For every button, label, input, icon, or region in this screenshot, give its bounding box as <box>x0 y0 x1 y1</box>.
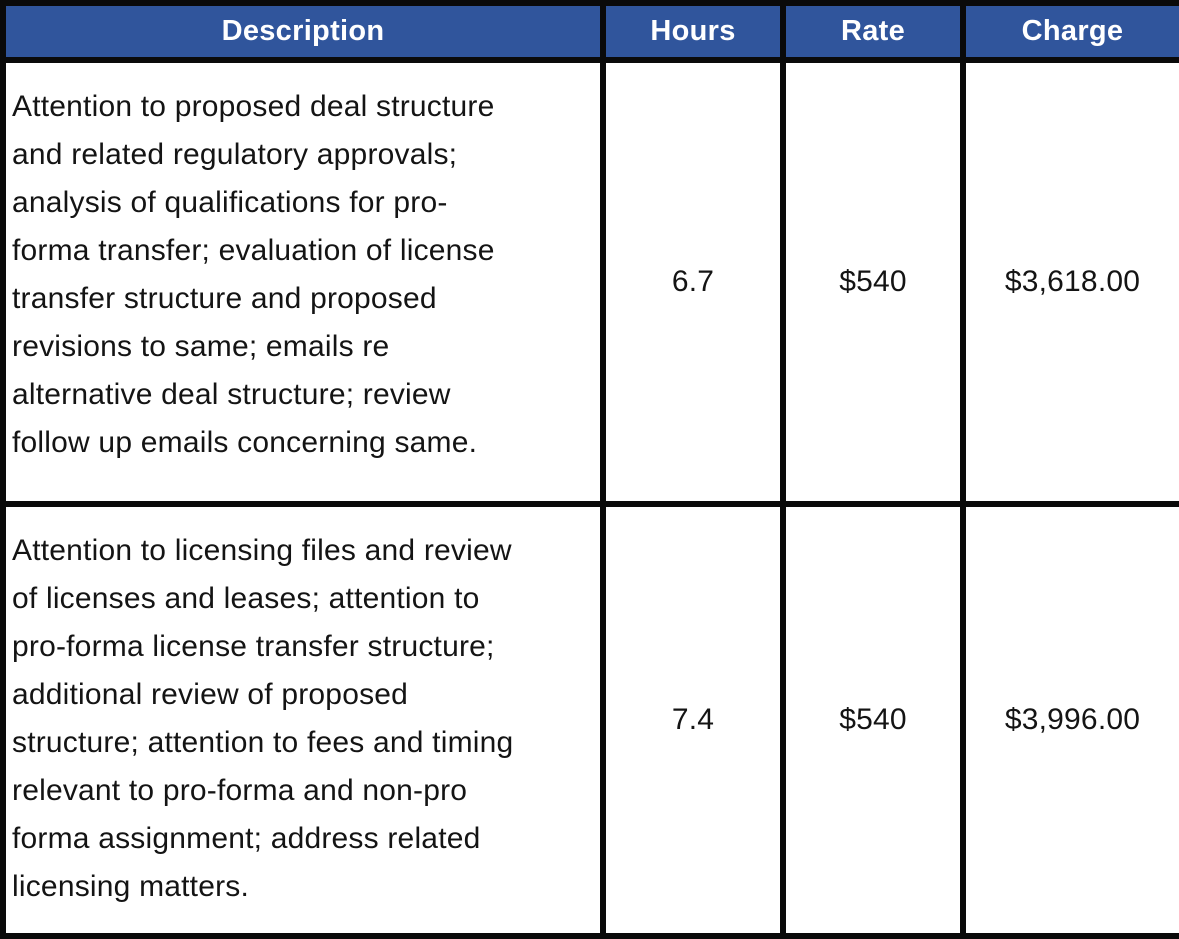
column-header-description: Description <box>0 0 606 63</box>
hours-cell: 6.7 <box>600 56 786 508</box>
charge-cell: $3,618.00 <box>960 56 1179 508</box>
description-line: relevant to pro-forma and non-pro <box>12 774 468 808</box>
description-line: and related regulatory approvals; <box>12 138 458 171</box>
column-header-rate: Rate <box>780 0 966 63</box>
description-line: of licenses and leases; attention to <box>12 582 480 616</box>
table-row: Attention to licensing files and review … <box>0 501 1179 939</box>
description-line: transfer structure and proposed <box>12 282 437 315</box>
description-line: alternative deal structure; review <box>12 378 451 411</box>
description-line: revisions to same; emails re <box>12 330 390 363</box>
description-line: forma transfer; evaluation of license <box>12 234 495 267</box>
column-header-charge: Charge <box>960 0 1179 63</box>
column-header-hours: Hours <box>600 0 786 63</box>
header-row: Description Hours Rate Charge <box>0 0 1179 63</box>
table-row: Attention to proposed deal structure and… <box>0 56 1179 508</box>
description-cell: Attention to proposed deal structure and… <box>0 56 606 508</box>
hours-cell: 7.4 <box>600 501 786 939</box>
description-line: follow up emails concerning same. <box>12 426 478 459</box>
description-line: pro-forma license transfer structure; <box>12 630 495 664</box>
description-line: Attention to licensing files and review <box>12 534 512 568</box>
description-line: analysis of qualifications for pro- <box>12 186 448 219</box>
description-line: additional review of proposed <box>12 678 409 712</box>
description-cell: Attention to licensing files and review … <box>0 501 606 939</box>
description-line: structure; attention to fees and timing <box>12 726 514 760</box>
rate-cell: $540 <box>780 501 966 939</box>
description-line: licensing matters. <box>12 870 250 904</box>
charge-cell: $3,996.00 <box>960 501 1179 939</box>
rate-cell: $540 <box>780 56 966 508</box>
description-line: forma assignment; address related <box>12 822 481 856</box>
description-line: Attention to proposed deal structure <box>12 90 495 123</box>
